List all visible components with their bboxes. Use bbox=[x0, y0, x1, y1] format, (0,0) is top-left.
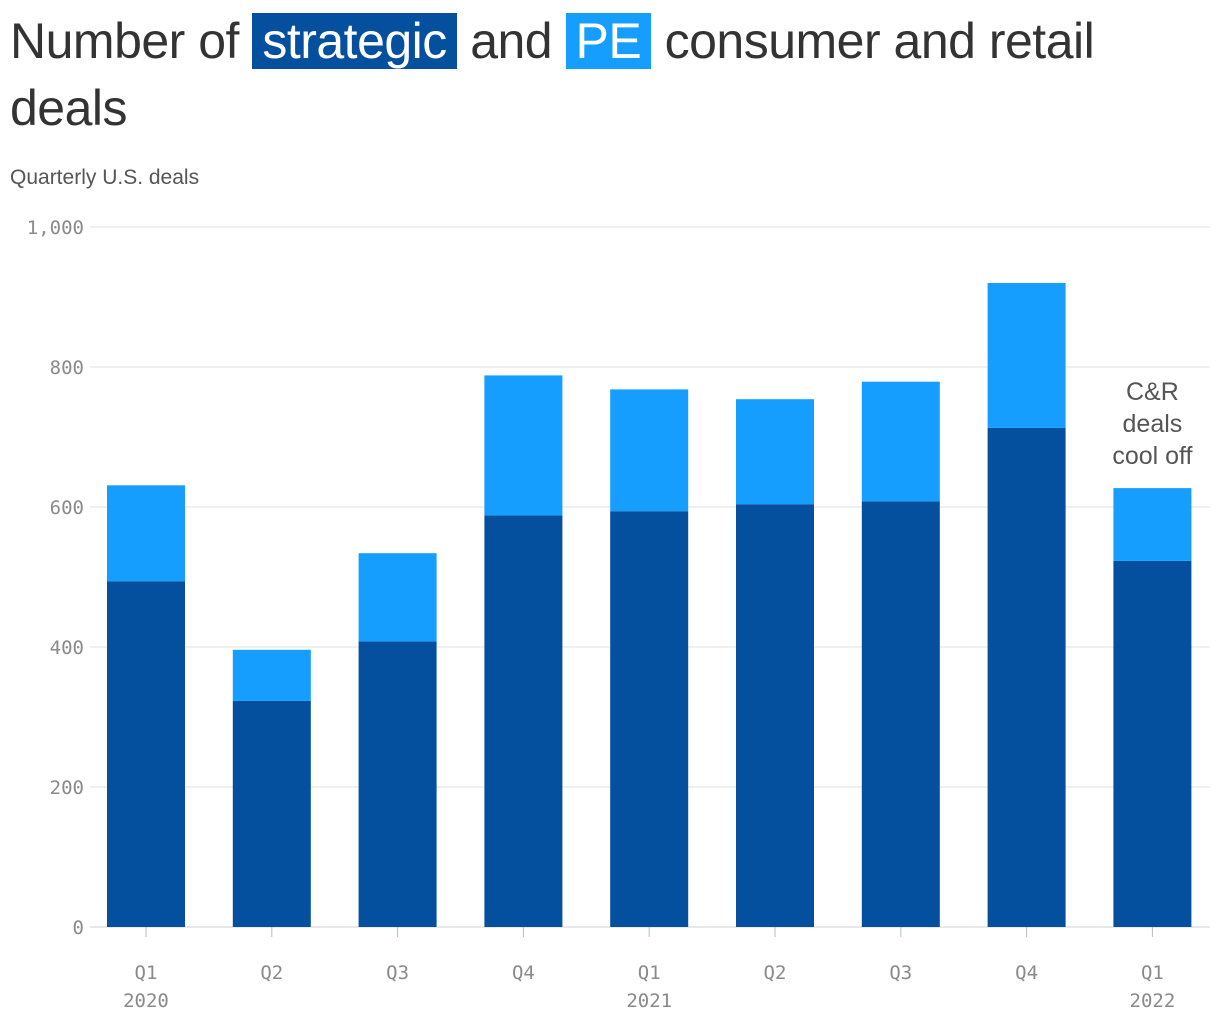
bar-strategic-q1-2022 bbox=[1113, 560, 1192, 927]
annotation-line-0: C&R bbox=[1126, 378, 1179, 406]
x-tick-label-quarter-7: Q4 bbox=[1015, 962, 1038, 984]
title-part-2: and bbox=[456, 13, 566, 69]
title-part-3: consumer and retail deals bbox=[10, 13, 1095, 136]
bar-pe-q1-2020 bbox=[107, 485, 185, 582]
bar-pe-q3-2020 bbox=[358, 553, 437, 642]
x-tick-label-quarter-1: Q2 bbox=[260, 962, 283, 984]
y-tick-label-0: 0 bbox=[73, 917, 84, 939]
bar-pe-q4-2020 bbox=[484, 375, 563, 516]
y-tick-label-800: 800 bbox=[50, 357, 84, 379]
x-tick-label-quarter-2: Q3 bbox=[386, 962, 409, 984]
y-tick-label-1000: 1,000 bbox=[27, 217, 84, 239]
x-tick-label-year-0: 2020 bbox=[123, 990, 169, 1012]
bar-strategic-q1-2021 bbox=[610, 511, 689, 927]
bar-strategic-q1-2020 bbox=[107, 581, 185, 927]
strategic-legend-label: strategic bbox=[252, 13, 457, 69]
bar-strategic-q3-2020 bbox=[358, 641, 437, 927]
bar-strategic-q2-2020 bbox=[232, 700, 311, 927]
bar-pe-q1-2021 bbox=[610, 389, 689, 512]
x-tick-label-quarter-6: Q3 bbox=[889, 962, 912, 984]
bar-pe-q3-2021 bbox=[861, 381, 940, 502]
x-tick-label-quarter-8: Q1 bbox=[1141, 962, 1164, 984]
x-tick-label-quarter-4: Q1 bbox=[638, 962, 661, 984]
bar-pe-q2-2021 bbox=[736, 399, 814, 505]
chart-subtitle: Quarterly U.S. deals bbox=[10, 166, 200, 189]
axes: 0 200 400 600 800 1,000 Q1 2020 Q2 Q3 Q4 Q1 2021 Q2 Q3… bbox=[27, 217, 1175, 1012]
bar-strategic-q2-2021 bbox=[736, 504, 814, 927]
bar-pe-q1-2022 bbox=[1113, 488, 1192, 561]
y-tick-label-200: 200 bbox=[50, 777, 84, 799]
y-tick-label-600: 600 bbox=[50, 497, 84, 519]
bar-strategic-q4-2020 bbox=[484, 515, 563, 927]
x-tick-label-quarter-5: Q2 bbox=[764, 962, 787, 984]
annotation-line-2: cool off bbox=[1112, 442, 1192, 470]
bar-strategic-q4-2021 bbox=[987, 427, 1066, 927]
x-tick-label-year-4: 2021 bbox=[626, 990, 672, 1012]
pe-legend-label: PE bbox=[565, 13, 652, 69]
bar-strategic-q3-2021 bbox=[861, 501, 940, 927]
annotations: C&R deals cool off bbox=[1112, 378, 1192, 470]
annotation-line-1: deals bbox=[1123, 410, 1183, 438]
bar-pe-q2-2020 bbox=[232, 649, 311, 701]
y-tick-label-400: 400 bbox=[50, 637, 84, 659]
x-tick-label-year-8: 2022 bbox=[1130, 990, 1176, 1012]
x-tick-label-quarter-3: Q4 bbox=[512, 962, 535, 984]
chart-title: Number of strategic and PE consumer and … bbox=[10, 8, 1210, 142]
bar-pe-q4-2021 bbox=[987, 283, 1066, 428]
x-tick-label-quarter-0: Q1 bbox=[135, 962, 158, 984]
bars bbox=[107, 283, 1192, 927]
title-part-1: Number of bbox=[10, 13, 253, 69]
